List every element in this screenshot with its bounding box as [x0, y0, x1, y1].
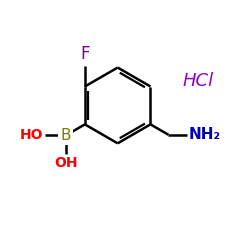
Text: OH: OH — [54, 156, 78, 170]
Text: NH₂: NH₂ — [189, 127, 221, 142]
Text: HCl: HCl — [183, 72, 214, 90]
Text: B: B — [60, 128, 71, 143]
Text: F: F — [80, 45, 90, 63]
Text: HO: HO — [20, 128, 43, 142]
